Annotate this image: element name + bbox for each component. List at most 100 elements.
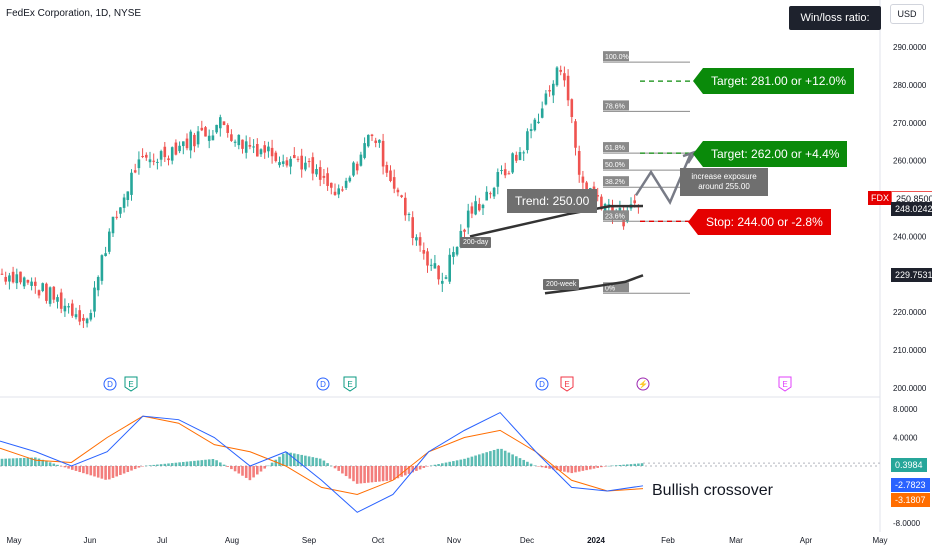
macd-histogram-bar: [119, 466, 122, 475]
candle-body: [207, 135, 211, 141]
candle-body: [333, 191, 337, 195]
candle-body: [30, 281, 33, 286]
macd-histogram-bar: [256, 466, 259, 475]
event-marker-dividend: [316, 377, 330, 391]
macd-histogram-bar: [0, 458, 4, 466]
macd-histogram-bar: [56, 464, 59, 466]
macd-histogram-bar: [529, 463, 533, 466]
fib-label-bg: [603, 176, 629, 187]
macd-histogram-bar: [629, 464, 633, 466]
candle-body: [474, 201, 477, 215]
macd-price-tag: -2.7823: [891, 478, 930, 492]
event-marker-letter: D: [320, 380, 326, 389]
candle-body: [293, 154, 296, 159]
candle-body: [300, 155, 303, 170]
candle-body: [115, 216, 118, 218]
candle-body: [211, 135, 215, 141]
macd-histogram-bar: [219, 462, 222, 466]
macd-histogram-bar: [133, 466, 137, 470]
x-tick-label: Aug: [225, 536, 239, 545]
macd-histogram-bar: [71, 466, 74, 470]
macd-histogram-bar: [478, 454, 481, 466]
candle-body: [59, 292, 63, 309]
candle-body: [307, 161, 311, 163]
fib-label: 61.8%: [605, 145, 625, 152]
candle-body: [544, 93, 548, 105]
winloss-badge: Win/loss ratio: 2.5:1: [789, 6, 881, 48]
macd-tick-label: 8.0000: [893, 405, 918, 414]
macd-histogram-bar: [355, 466, 359, 484]
macd-histogram-bar: [359, 466, 363, 484]
candle-body: [259, 149, 263, 155]
macd-histogram-bar: [122, 466, 126, 474]
candle-body: [196, 131, 200, 145]
target1-callout: Target: 281.00 or +12.0%: [703, 68, 855, 94]
macd-histogram-bar: [45, 461, 48, 466]
candle-body: [466, 210, 470, 228]
macd-histogram-bar: [226, 466, 229, 467]
macd-histogram-bar: [241, 466, 244, 476]
fib-label-bg: [603, 159, 629, 170]
event-marker-dividend: [535, 377, 549, 391]
macd-histogram-bar: [111, 466, 115, 478]
candle-body: [481, 204, 485, 209]
macd-histogram-bar: [170, 463, 174, 466]
macd-histogram-bar: [348, 466, 352, 479]
candle-body: [41, 283, 44, 291]
increase-callout: increase exposure around 255.00: [680, 168, 768, 196]
candle-body: [270, 147, 274, 157]
fib-label: 38.2%: [605, 179, 625, 186]
macd-histogram-bar: [563, 466, 566, 472]
candle-body: [585, 182, 588, 191]
macd-histogram-bar: [244, 466, 248, 478]
macd-histogram-bar: [167, 463, 170, 466]
signal-price-tag: -3.1807: [891, 493, 930, 507]
candle-body: [596, 195, 599, 197]
macd-histogram-bar: [492, 449, 496, 466]
candle-body: [78, 310, 81, 322]
candle-body: [452, 252, 455, 257]
candle-body: [563, 73, 566, 81]
candle-body: [618, 207, 622, 212]
macd-histogram-bar: [455, 460, 459, 466]
macd-histogram-bar: [152, 464, 155, 466]
ma-200day-line: [469, 204, 644, 238]
macd-histogram-bar: [426, 466, 429, 467]
price-tick-label: 240.0000: [893, 232, 927, 241]
macd-histogram-bar: [96, 466, 100, 478]
price-tick-label: 290.0000: [893, 43, 927, 52]
macd-histogram-bar: [607, 465, 611, 467]
macd-histogram-bar: [581, 466, 585, 471]
macd-histogram-bar: [270, 462, 274, 466]
macd-histogram-bar: [318, 458, 322, 466]
event-marker-dividend: [103, 377, 117, 391]
candle-body: [52, 286, 56, 300]
macd-histogram-bar: [418, 466, 422, 470]
macd-histogram-bar: [104, 466, 107, 480]
candle-body: [111, 216, 115, 234]
macd-histogram-bar: [433, 464, 437, 466]
macd-histogram-bar: [259, 466, 263, 472]
candle-body: [489, 193, 492, 195]
macd-line: [0, 411, 644, 513]
macd-histogram-bar: [577, 466, 581, 472]
candle-body: [555, 67, 559, 86]
fib-label-bg: [603, 282, 629, 293]
macd-histogram-bar: [78, 466, 81, 473]
candle-body: [263, 145, 266, 153]
candle-body: [318, 167, 322, 180]
macd-histogram-bar: [459, 459, 463, 466]
macd-histogram-bar: [230, 466, 233, 470]
macd-histogram-bar: [389, 466, 392, 481]
candle-body: [478, 203, 481, 211]
macd-histogram-bar: [281, 453, 285, 466]
macd-histogram-bar: [344, 466, 348, 477]
macd-histogram-bar: [159, 464, 163, 466]
macd-tick-label: 4.0000: [893, 434, 918, 443]
candle-body: [470, 206, 474, 214]
candle-body: [559, 69, 562, 72]
macd-histogram-bar: [481, 453, 485, 466]
currency-button[interactable]: USD: [890, 4, 924, 24]
candle-body: [167, 158, 170, 161]
candle-body: [418, 237, 422, 246]
